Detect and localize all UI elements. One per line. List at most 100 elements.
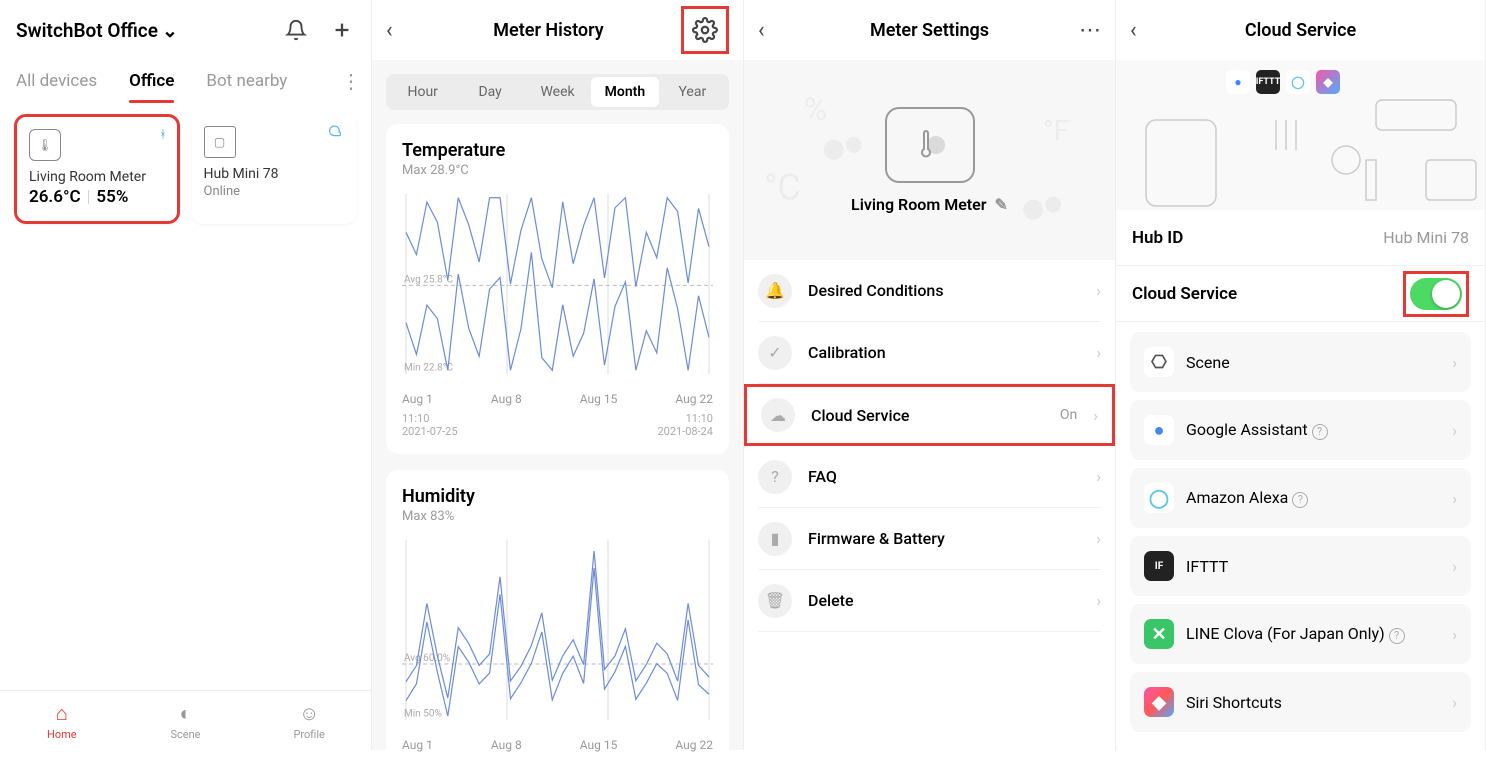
time-tab-month[interactable]: Month xyxy=(591,77,658,107)
svg-text:°F: °F xyxy=(1043,114,1069,147)
check-icon: ✓ xyxy=(758,336,792,370)
profile-icon: ☺ xyxy=(299,701,319,726)
svg-text:Avg 25.8°C: Avg 25.8°C xyxy=(404,274,453,285)
settings-item-calibration[interactable]: ✓ Calibration › xyxy=(758,322,1101,384)
help-icon[interactable]: ? xyxy=(1312,424,1328,440)
cloud-toggle-row: Cloud Service xyxy=(1116,266,1485,322)
cloud-service-label: Cloud Service xyxy=(1132,284,1403,304)
integration-ifttt[interactable]: IF IFTTT › xyxy=(1130,536,1471,596)
back-button[interactable]: ‹ xyxy=(758,18,788,43)
integration-icon: ◆ xyxy=(1144,687,1174,717)
hub-id-value: Hub Mini 78 xyxy=(1383,228,1469,247)
settings-button[interactable] xyxy=(681,6,729,54)
filter-tabs: All devices Office Bot nearby ⋮ xyxy=(0,60,371,102)
integration-label: Siri Shortcuts xyxy=(1186,693,1440,712)
settings-label: Cloud Service xyxy=(811,406,1044,425)
integration-line-clova-for-japan-only-[interactable]: ✕ LINE Clova (For Japan Only)? › xyxy=(1130,604,1471,664)
time-tab-hour[interactable]: Hour xyxy=(389,77,456,107)
back-button[interactable]: ‹ xyxy=(1130,18,1160,43)
device-card-hub[interactable]: ▢ Hub Mini 78 Online xyxy=(192,114,357,224)
settings-label: Firmware & Battery xyxy=(808,529,1080,548)
home-screen: SwitchBot Office ⌄ All devices Office Bo… xyxy=(0,0,372,750)
time-range-tabs: Hour Day Week Month Year xyxy=(386,74,729,110)
nav-home[interactable]: ⌂ Home xyxy=(0,691,124,750)
location-selector[interactable]: SwitchBot Office ⌄ xyxy=(16,19,178,42)
help-icon[interactable]: ? xyxy=(1389,628,1405,644)
more-button[interactable]: ⋯ xyxy=(1071,18,1101,43)
settings-item-cloud-service[interactable]: ☁ Cloud Service On › xyxy=(744,384,1115,446)
question-icon: ? xyxy=(758,460,792,494)
device-temp: 26.6°C xyxy=(29,187,81,207)
settings-item-faq[interactable]: ? FAQ › xyxy=(758,446,1101,508)
cloud-icon xyxy=(329,124,347,143)
chart-title: Humidity xyxy=(402,486,713,507)
location-name: SwitchBot Office xyxy=(16,19,158,42)
integration-amazon-alexa[interactable]: ◯ Amazon Alexa? › xyxy=(1130,468,1471,528)
chart-title: Temperature xyxy=(402,140,713,161)
integration-google-assistant[interactable]: ● Google Assistant? › xyxy=(1130,400,1471,460)
integration-label: Scene xyxy=(1186,353,1440,372)
bell-icon: 🔔 xyxy=(758,274,792,308)
hero-illustration xyxy=(1116,60,1485,210)
cloud-toggle-highlight xyxy=(1403,271,1469,317)
device-humidity: 55% xyxy=(96,187,128,207)
notifications-icon[interactable] xyxy=(283,17,309,43)
nav-scene[interactable]: ◐ Scene xyxy=(124,691,248,750)
scene-icon: ◐ xyxy=(179,701,191,726)
integration-icon: ✕ xyxy=(1144,619,1174,649)
filter-tab-all[interactable]: All devices xyxy=(0,61,113,101)
history-screen: ‹ Meter History Hour Day Week Month Year… xyxy=(372,0,744,750)
help-icon[interactable]: ? xyxy=(1292,492,1308,508)
chevron-right-icon: › xyxy=(1452,489,1457,508)
settings-list: 🔔 Desired Conditions › ✓ Calibration › ☁… xyxy=(744,260,1115,632)
hub-icon: ▢ xyxy=(204,126,236,158)
meter-large-icon xyxy=(885,107,975,183)
chevron-right-icon: › xyxy=(1452,625,1457,644)
settings-item-firmware-battery[interactable]: ▮ Firmware & Battery › xyxy=(758,508,1101,570)
time-tab-day[interactable]: Day xyxy=(456,77,523,107)
edit-icon[interactable]: ✎ xyxy=(995,195,1008,214)
integration-icon: ● xyxy=(1144,415,1174,445)
integration-scene[interactable]: ⎔ Scene › xyxy=(1130,332,1471,392)
time-tab-week[interactable]: Week xyxy=(524,77,591,107)
settings-item-delete[interactable]: 🗑 Delete › xyxy=(758,570,1101,632)
more-icon[interactable]: ⋮ xyxy=(341,69,361,93)
settings-header: ‹ Meter Settings ⋯ xyxy=(744,0,1115,60)
screen-title: Cloud Service xyxy=(1160,20,1441,41)
integration-list: ⎔ Scene › ● Google Assistant? › ◯ Amazon… xyxy=(1116,322,1485,750)
nav-label: Scene xyxy=(170,728,200,741)
trash-icon: 🗑 xyxy=(758,584,792,618)
filter-tab-nearby[interactable]: Bot nearby xyxy=(190,61,303,101)
time-tab-year[interactable]: Year xyxy=(659,77,726,107)
settings-label: Delete xyxy=(808,591,1080,610)
bottom-nav: ⌂ Home ◐ Scene ☺ Profile xyxy=(0,690,371,750)
chart-canvas: Avg 25.8°CMin 22.8°C xyxy=(402,184,713,384)
cloud-toggle[interactable] xyxy=(1410,278,1462,310)
chevron-right-icon: › xyxy=(1096,591,1101,610)
svg-text:Min 50%: Min 50% xyxy=(404,708,442,719)
integration-label: LINE Clova (For Japan Only)? xyxy=(1186,624,1440,644)
meter-icon: 🌡 xyxy=(29,129,61,161)
device-name: Living Room Meter xyxy=(29,169,165,185)
svg-text:%: % xyxy=(804,90,827,128)
device-name: Hub Mini 78 xyxy=(204,166,345,182)
add-icon[interactable] xyxy=(329,17,355,43)
hub-id-label: Hub ID xyxy=(1132,228,1383,248)
cloud-hero: ● IFTTT ◯ ◆ xyxy=(1116,60,1485,210)
back-button[interactable]: ‹ xyxy=(386,18,416,43)
device-name-row: Living Room Meter ✎ xyxy=(851,195,1008,214)
settings-value: On xyxy=(1060,407,1077,423)
device-grid: ᚼ 🌡 Living Room Meter 26.6°C | 55% ▢ Hub… xyxy=(0,102,371,236)
filter-tab-office[interactable]: Office xyxy=(113,61,190,101)
chevron-right-icon: › xyxy=(1096,467,1101,486)
settings-item-desired-conditions[interactable]: 🔔 Desired Conditions › xyxy=(758,260,1101,322)
chevron-right-icon: › xyxy=(1452,693,1457,712)
hub-id-row: Hub ID Hub Mini 78 xyxy=(1116,210,1485,266)
settings-label: FAQ xyxy=(808,467,1080,486)
device-hero: °C °F % Living Room Meter ✎ xyxy=(744,60,1115,260)
integration-siri-shortcuts[interactable]: ◆ Siri Shortcuts › xyxy=(1130,672,1471,732)
device-card-meter[interactable]: ᚼ 🌡 Living Room Meter 26.6°C | 55% xyxy=(14,114,180,224)
nav-profile[interactable]: ☺ Profile xyxy=(247,691,371,750)
chevron-right-icon: › xyxy=(1452,421,1457,440)
chevron-down-icon: ⌄ xyxy=(162,19,178,42)
